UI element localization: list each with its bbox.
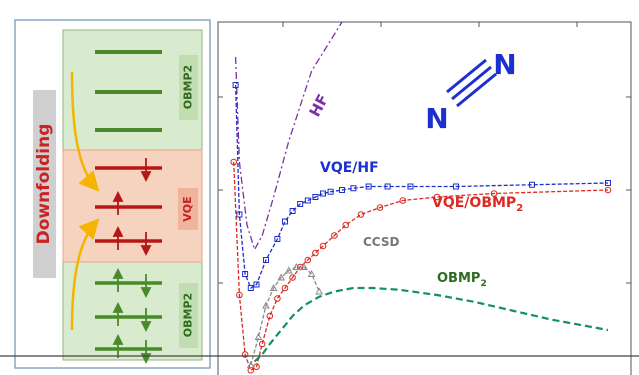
series-line xyxy=(234,21,343,252)
data-point xyxy=(236,291,243,299)
left-panel: Downfolding OBMP2 VQE OBMP2 xyxy=(14,19,211,369)
n2-molecule: N N xyxy=(425,48,516,135)
data-point xyxy=(376,204,384,211)
data-point xyxy=(384,183,391,190)
downfolding-band xyxy=(33,90,56,278)
bottom-label-box xyxy=(179,283,198,348)
virtual-orbitals xyxy=(95,50,162,132)
data-point xyxy=(230,158,237,166)
data-point xyxy=(277,273,286,281)
nitrogen-atom-right: N xyxy=(493,48,516,81)
data-point xyxy=(274,295,281,302)
series-line xyxy=(253,286,609,363)
data-point xyxy=(357,211,365,218)
data-point xyxy=(604,186,612,194)
data-point xyxy=(365,183,372,190)
data-point xyxy=(289,208,296,214)
data-point xyxy=(262,301,270,309)
data-point xyxy=(246,360,255,368)
vqe-obmp2-label: VQE/OBMP2 xyxy=(432,195,523,214)
vqe-label: VQE xyxy=(181,196,194,221)
data-point xyxy=(315,287,324,295)
active-orbitals xyxy=(95,166,162,243)
series-line xyxy=(250,266,320,366)
data-point xyxy=(490,190,498,197)
ccsd-label: CCSD xyxy=(363,235,399,249)
data-point xyxy=(350,185,357,192)
data-point xyxy=(274,236,281,242)
data-point xyxy=(304,256,312,264)
data-point xyxy=(304,197,311,204)
top-obmp2-label: OBMP2 xyxy=(182,65,195,109)
data-point xyxy=(320,190,326,197)
obmp2-label: OBMP2 xyxy=(437,271,487,289)
data-point xyxy=(399,197,407,204)
data-point xyxy=(292,262,301,270)
data-point xyxy=(339,187,345,193)
data-point xyxy=(312,194,319,200)
data-point xyxy=(307,269,316,277)
data-point xyxy=(407,183,414,190)
middle-label-box xyxy=(178,188,198,230)
data-point xyxy=(605,180,611,186)
data-point xyxy=(258,340,266,348)
data-point xyxy=(266,312,274,320)
triple-bond-line-3 xyxy=(456,72,497,108)
data-point xyxy=(289,274,296,281)
data-point xyxy=(253,281,260,288)
plot-panel: HF VQE/HF VQE/OBMP2 CCSD OBMP2 N N xyxy=(217,21,632,375)
nitrogen-atom-left: N xyxy=(425,102,448,135)
data-point xyxy=(300,262,308,270)
data-point xyxy=(269,283,278,291)
downfold-arrow-bottom xyxy=(70,218,100,331)
data-point xyxy=(297,201,304,207)
series-layer xyxy=(230,21,612,374)
data-point xyxy=(529,181,535,188)
triple-bond-line-1 xyxy=(446,58,487,94)
top-label-box xyxy=(179,55,198,120)
data-point xyxy=(232,82,239,88)
data-point xyxy=(319,242,327,250)
series-ccsd xyxy=(246,262,324,368)
downfolding-title: Downfolding xyxy=(34,124,54,245)
series-hf xyxy=(234,21,343,252)
data-point xyxy=(342,221,350,229)
data-point xyxy=(433,193,441,201)
series-obmp- xyxy=(253,286,609,363)
data-point xyxy=(247,285,254,291)
data-point xyxy=(254,332,263,340)
plot-frame xyxy=(217,21,632,375)
downfold-arrow-top xyxy=(70,71,100,192)
vqe-hf-label: VQE/HF xyxy=(320,160,379,176)
data-point xyxy=(327,188,334,195)
data-point xyxy=(331,232,338,239)
core-orbitals xyxy=(95,281,162,351)
active-electron-arrows xyxy=(112,158,152,257)
core-electron-arrows xyxy=(112,267,152,365)
data-point xyxy=(312,249,319,257)
data-point xyxy=(241,351,249,358)
data-point xyxy=(296,263,304,271)
data-point xyxy=(263,257,269,263)
data-point xyxy=(453,183,459,190)
triple-bond-line-2 xyxy=(451,65,492,101)
data-point xyxy=(284,266,293,274)
data-point xyxy=(282,218,288,225)
data-point xyxy=(242,271,249,277)
data-point xyxy=(236,211,243,218)
bottom-obmp2-label: OBMP2 xyxy=(182,293,195,337)
data-point xyxy=(281,284,289,292)
series-vqe-hf xyxy=(232,82,611,291)
axis-ticks xyxy=(218,22,631,284)
